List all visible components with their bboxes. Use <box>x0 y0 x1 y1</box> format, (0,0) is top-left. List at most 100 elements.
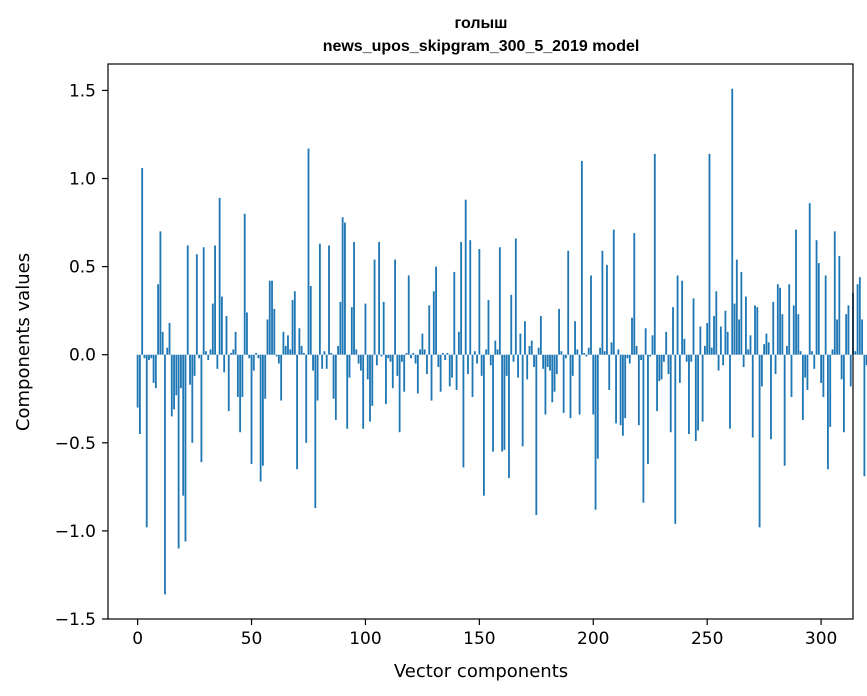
bar <box>726 331 729 355</box>
bar <box>656 354 658 412</box>
bar <box>713 315 715 355</box>
bar <box>289 349 292 355</box>
bar <box>574 321 576 355</box>
bar <box>733 303 736 355</box>
bar <box>596 354 599 459</box>
bar <box>565 354 567 359</box>
bar <box>797 314 800 355</box>
bar <box>248 354 251 359</box>
bar <box>637 354 640 426</box>
bar <box>683 338 686 355</box>
bar <box>776 284 779 355</box>
bar <box>813 354 816 369</box>
bar <box>143 354 146 359</box>
bar <box>585 354 588 357</box>
bar <box>430 354 433 401</box>
bar <box>446 352 449 355</box>
bar <box>412 352 415 355</box>
bar <box>708 153 711 355</box>
bar <box>398 354 401 433</box>
bar <box>492 354 494 452</box>
bar <box>503 354 506 450</box>
bar <box>403 354 406 392</box>
bar <box>856 284 859 355</box>
bar <box>651 335 654 355</box>
bar <box>266 319 269 355</box>
bar <box>236 354 239 397</box>
bar <box>205 351 207 355</box>
bar <box>152 354 155 383</box>
bar <box>576 349 579 355</box>
bar <box>246 312 248 355</box>
bar <box>633 233 636 355</box>
bar <box>184 354 187 542</box>
bar <box>533 354 535 368</box>
bar <box>282 331 285 355</box>
bar <box>157 284 160 355</box>
bar <box>291 300 294 355</box>
bar <box>535 354 538 516</box>
bar <box>756 307 759 355</box>
bar <box>815 240 818 355</box>
bar <box>337 345 340 355</box>
bar <box>419 349 422 355</box>
bar <box>437 354 440 368</box>
bar <box>334 354 337 420</box>
bar <box>371 354 374 406</box>
bar <box>435 266 437 355</box>
bar <box>549 354 551 371</box>
bar <box>829 354 832 427</box>
bar <box>275 354 278 357</box>
bar <box>555 354 558 375</box>
bar <box>587 347 590 355</box>
bar <box>590 275 592 355</box>
bar <box>350 307 353 355</box>
bar <box>640 354 643 360</box>
bar <box>681 280 684 355</box>
bar <box>706 323 709 355</box>
bar <box>526 354 529 380</box>
bar <box>567 250 570 355</box>
bar <box>218 197 221 355</box>
bar <box>325 354 328 369</box>
y-tick-label: 0.5 <box>69 258 96 278</box>
y-tick-label: −1.0 <box>55 522 96 542</box>
bar <box>448 354 451 387</box>
chart-title: голыш <box>455 15 508 32</box>
bar <box>528 345 531 355</box>
bar <box>421 333 424 355</box>
bar <box>754 305 756 355</box>
bar <box>772 301 775 355</box>
bar <box>546 354 549 368</box>
bar <box>150 354 153 359</box>
bar <box>845 314 848 355</box>
bar <box>512 354 515 362</box>
bar <box>731 88 734 355</box>
bar <box>259 354 262 482</box>
y-tick-label: 0.0 <box>69 346 96 366</box>
bar <box>628 354 631 364</box>
bar <box>268 280 271 355</box>
bar <box>569 354 572 419</box>
bar <box>453 271 456 355</box>
bar <box>179 354 182 389</box>
bar <box>136 354 139 408</box>
bar <box>239 354 242 433</box>
bar <box>451 354 453 378</box>
bar <box>227 354 230 412</box>
bar <box>831 349 834 355</box>
bar <box>530 340 533 355</box>
bar <box>842 354 845 433</box>
bar <box>426 354 428 375</box>
bar <box>257 354 260 359</box>
bar <box>619 354 622 426</box>
bar <box>498 247 501 355</box>
bar <box>774 354 777 375</box>
bar <box>173 354 175 410</box>
bar <box>854 351 857 355</box>
bar <box>357 354 360 364</box>
chart-subtitle: news_upos_skipgram_300_5_2019 model <box>323 38 640 55</box>
bar <box>608 354 611 390</box>
bar <box>494 340 497 355</box>
